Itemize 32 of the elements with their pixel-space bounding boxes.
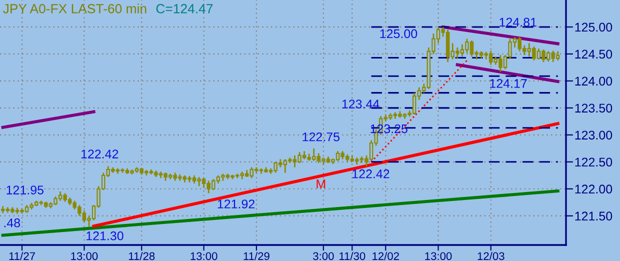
x-tick-label: 11/27 [9,252,35,260]
y-tick-label: 124.50 [575,50,612,59]
chart-title: JPY A0-FX LAST-60 min [3,4,146,14]
annotation: 123.44 [342,100,380,108]
y-tick-label: 123.50 [575,104,612,113]
annotation: 122.42 [81,150,118,158]
y-tick-label: 122.00 [575,184,612,194]
y-tick-label: 122.50 [575,158,612,167]
y-tick-label: 123.00 [575,130,612,140]
chart-subtitle: C=124.47 [156,4,213,14]
annotation: 124.17 [490,79,527,88]
annotation: 121.95 [6,186,44,194]
x-tick-label: 3:00 [313,252,334,260]
annotation: .48 [4,218,20,228]
annotation: 125.00 [380,29,418,38]
annotation: 122.75 [302,132,340,142]
x-tick-label: 11/30 [339,252,366,260]
annotation: 121.92 [218,200,255,208]
x-tick-label: 11/29 [244,252,270,260]
y-tick-label: 125.00 [575,22,612,32]
annotation: 122.42 [352,169,390,178]
annotation: 121.30 [86,231,124,240]
y-tick-label: 121.50 [575,212,612,221]
x-tick-label: 13:00 [71,252,98,260]
x-tick-label: 11/28 [128,252,155,260]
x-tick-label: 13:00 [190,252,218,260]
annotation: 124.81 [500,18,536,27]
x-tick-label: 12/03 [478,252,504,260]
x-tick-label: 13:00 [425,252,452,260]
y-tick-label: 124.00 [575,76,612,86]
x-tick-label: 12/02 [372,252,399,260]
annotation: M [316,180,326,188]
